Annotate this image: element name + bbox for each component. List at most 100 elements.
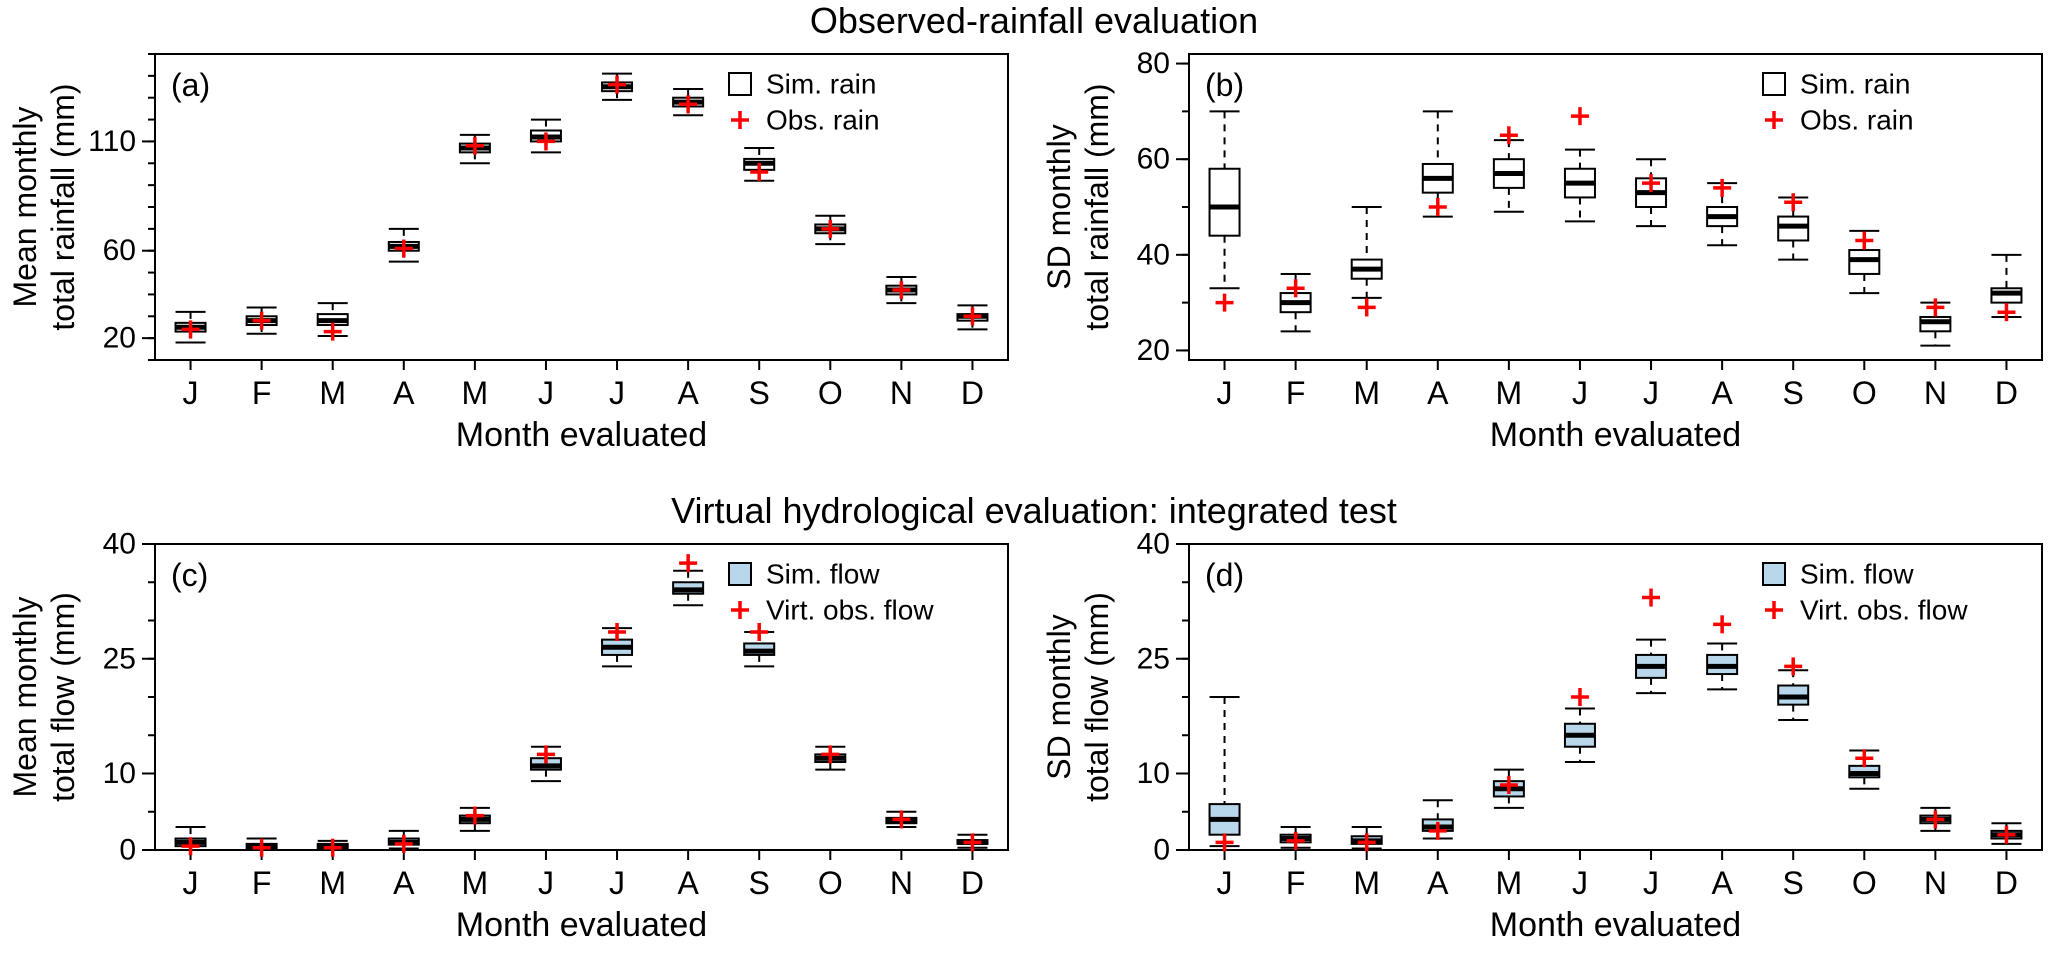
- boxplot-chart-a: 20 60 110 J F M A M J J A S O N D Month evaluated Mean m…: [7, 53, 1009, 454]
- y-tick-label: 80: [1137, 47, 1170, 80]
- obs-cross-month-12: [1997, 825, 2016, 844]
- x-tick-label: J: [1572, 865, 1588, 901]
- obs-cross-month-9: [750, 163, 769, 182]
- boxplot-month-6: [1563, 148, 1596, 223]
- x-tick-label: J: [1572, 375, 1588, 411]
- boxplot-chart-c: 0 10 25 40 J F M A M J J A S O N D Month evaluated Mean m…: [7, 530, 1009, 944]
- legend-label: Sim. rain: [766, 69, 876, 100]
- y-axis-title-line: Mean monthly: [7, 597, 43, 798]
- x-tick-label: A: [677, 375, 699, 411]
- boxplot-month-8: [1706, 642, 1739, 691]
- panel-label: (a): [171, 67, 210, 103]
- x-tick-label: O: [1852, 865, 1877, 901]
- x-tick-label: O: [818, 865, 843, 901]
- y-tick-label: 20: [1137, 334, 1170, 367]
- legend-label: Obs. rain: [766, 105, 880, 136]
- obs-cross-month-5: [465, 806, 484, 825]
- obs-cross-month-10: [1855, 231, 1874, 250]
- legend-box-symbol: [728, 562, 752, 586]
- boxplot-chart-d: 0 10 25 40 J F M A M J J A S O N D Month evaluated SD mon…: [1041, 530, 2043, 944]
- x-tick-label: O: [1852, 375, 1877, 411]
- obs-cross-month-2: [1286, 279, 1305, 298]
- x-tick-label: M: [462, 375, 489, 411]
- legend-box-symbol: [1762, 562, 1786, 586]
- obs-cross-month-4: [394, 834, 413, 853]
- plot-frame: [154, 53, 1009, 361]
- panel-label: (b): [1205, 67, 1244, 103]
- obs-cross-month-7: [1642, 174, 1661, 193]
- obs-cross-month-11: [892, 810, 911, 829]
- plot-frame: [1188, 53, 2043, 361]
- y-axis-title-line: SD monthly: [1041, 124, 1077, 289]
- x-tick-label: A: [393, 865, 415, 901]
- obs-cross-month-3: [1357, 833, 1376, 852]
- x-tick-label: S: [1783, 865, 1804, 901]
- x-tick-label: A: [1427, 375, 1449, 411]
- y-tick-label: 60: [1137, 143, 1170, 176]
- legend-plus-symbol: [1765, 601, 1783, 619]
- x-tick-label: J: [1643, 865, 1659, 901]
- boxplot-month-1: [1208, 110, 1241, 290]
- y-axis: 20 40 60 80: [1137, 47, 1189, 367]
- boxplot-month-1: [1208, 696, 1241, 848]
- x-tick-label: F: [1286, 865, 1306, 901]
- obs-cross-month-8: [679, 95, 698, 114]
- x-axis-title: Month evaluated: [1490, 906, 1741, 944]
- x-tick-label: F: [1286, 375, 1306, 411]
- plot-frame: [154, 543, 1009, 851]
- legend-label: Sim. flow: [1800, 559, 1914, 590]
- obs-cross-month-1: [181, 320, 200, 339]
- obs-cross-month-6: [536, 745, 555, 764]
- legend-label: Virt. obs. flow: [766, 595, 934, 626]
- legend: Sim. flow Virt. obs. flow: [1762, 559, 1968, 626]
- legend: Sim. rain Obs. rain: [728, 69, 880, 136]
- boxplot-month-8: [672, 569, 705, 607]
- obs-cross-month-7: [608, 75, 627, 94]
- boxplot-month-7: [1635, 638, 1668, 695]
- obs-cross-month-6: [536, 132, 555, 151]
- legend-label: Virt. obs. flow: [1800, 595, 1968, 626]
- boxplot-month-9: [743, 630, 776, 668]
- x-tick-label: D: [961, 375, 984, 411]
- legend-label: Sim. rain: [1800, 69, 1910, 100]
- y-tick-label: 25: [103, 642, 136, 675]
- y-axis: 20 60 110: [88, 53, 155, 361]
- obs-cross-month-10: [1855, 749, 1874, 768]
- x-tick-label: J: [1217, 865, 1233, 901]
- obs-cross-month-7: [1642, 588, 1661, 607]
- x-tick-label: M: [462, 865, 489, 901]
- legend-plus-symbol: [731, 111, 749, 129]
- x-tick-label: S: [1783, 375, 1804, 411]
- x-tick-label: J: [609, 865, 625, 901]
- x-tick-label: S: [749, 375, 770, 411]
- obs-cross-month-9: [1784, 657, 1803, 676]
- boxplot-month-3: [1350, 206, 1383, 299]
- obs-cross-month-6: [1570, 107, 1589, 126]
- obs-cross-month-5: [465, 136, 484, 155]
- top-section-title: Observed-rainfall evaluation: [809, 0, 1259, 41]
- legend-plus-symbol: [731, 601, 749, 619]
- legend-box-symbol: [728, 72, 752, 96]
- obs-cross-month-6: [1570, 688, 1589, 706]
- x-tick-label: D: [961, 865, 984, 901]
- y-axis-title-line: total rainfall (mm): [1079, 83, 1115, 330]
- obs-cross-month-1: [1215, 293, 1234, 312]
- x-axis-title: Month evaluated: [456, 906, 707, 944]
- panel-c-mean-monthly-flow: 0 10 25 40 J F M A M J J A S O N D Month evaluated Mean m…: [0, 530, 1034, 980]
- y-axis-title-line: Mean monthly: [7, 107, 43, 308]
- y-tick-label: 40: [1137, 530, 1170, 561]
- y-axis-title-line: total flow (mm): [45, 592, 81, 802]
- x-tick-label: N: [890, 375, 913, 411]
- x-tick-label: O: [818, 375, 843, 411]
- x-tick-label: N: [890, 865, 913, 901]
- obs-cross-month-8: [1713, 178, 1732, 197]
- x-tick-label: M: [1353, 375, 1380, 411]
- x-tick-label: J: [1217, 375, 1233, 411]
- obs-cross-month-4: [394, 239, 413, 258]
- obs-cross-month-8: [1713, 615, 1732, 634]
- boxplot-month-11: [1919, 301, 1952, 347]
- top-charts-row: 20 60 110 J F M A M J J A S O N D Month evaluated Mean m…: [0, 40, 2068, 490]
